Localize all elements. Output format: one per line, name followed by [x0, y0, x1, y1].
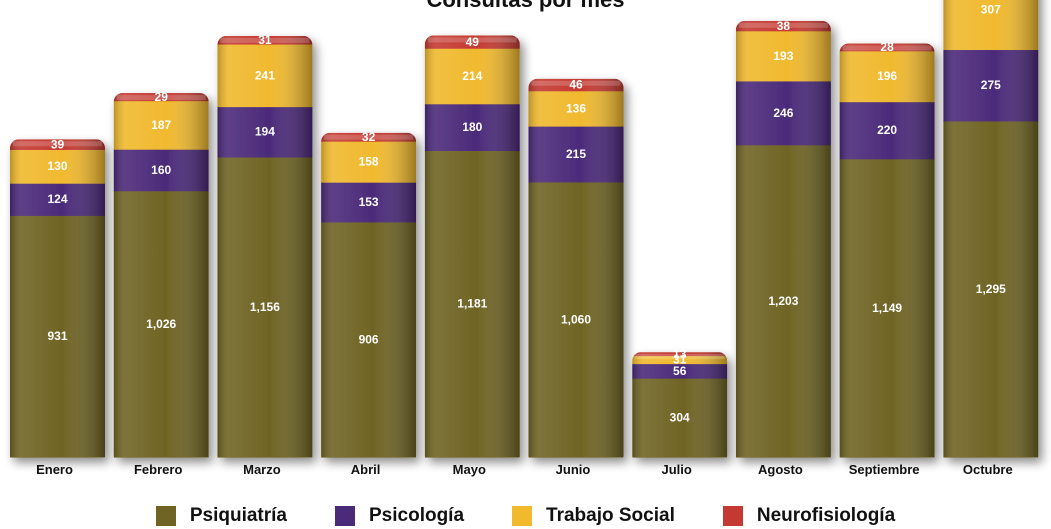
bar-stack-febrero	[113, 93, 209, 458]
legend-swatch-trabajo-social	[512, 506, 533, 526]
bar-shading	[839, 43, 935, 457]
x-tick-label-mayo: Mayo	[453, 462, 486, 477]
data-label-trabajo-social-febrero: 187	[151, 118, 171, 132]
bar-shading	[113, 93, 209, 457]
x-tick-label-agosto: Agosto	[758, 462, 803, 477]
data-label-psicologia-julio: 56	[673, 364, 687, 378]
x-tick-label-enero: Enero	[36, 462, 73, 477]
bar-shading	[943, 0, 1039, 458]
bar-stack-octubre	[943, 0, 1039, 458]
legend-label-psiquiatria: Psiquiatría	[189, 505, 287, 526]
legend-label-psicologia: Psicología	[369, 505, 465, 526]
data-label-psicologia-junio: 215	[566, 147, 586, 161]
bar-top-highlight	[427, 37, 517, 43]
stacked-bar-chart: 931 124 130 39 Enero 1,026 160 187 29 Febrero 1,15…	[10, 0, 1039, 477]
data-label-psiquiatria-agosto: 1,203	[768, 294, 798, 308]
bar-top-highlight	[116, 95, 206, 101]
data-label-psicologia-marzo: 194	[255, 125, 275, 139]
legend-swatch-psicologia	[335, 506, 355, 526]
legend-swatch-neurofisiologia	[722, 506, 743, 526]
bar-top-highlight	[738, 22, 828, 28]
data-label-trabajo-social-julio: 31	[673, 353, 687, 367]
bar-top-highlight	[531, 80, 621, 86]
data-label-neurofisiologia-julio: 13	[673, 347, 687, 361]
bar-shading	[321, 132, 417, 458]
legend: Psiquiatría Psicología Trabajo Social Neuro…	[0, 503, 1051, 529]
bar-top-highlight	[220, 37, 310, 43]
data-label-psiquiatria-abril: 906	[359, 332, 379, 346]
bar-shading	[528, 78, 624, 457]
data-label-trabajo-social-mayo: 214	[462, 69, 482, 83]
data-label-psiquiatria-febrero: 1,026	[146, 317, 176, 331]
bar-shading	[632, 352, 728, 457]
bar-top-highlight	[842, 45, 932, 51]
x-tick-label-febrero: Febrero	[134, 462, 182, 477]
bar-stack-septiembre	[839, 43, 935, 458]
data-label-psicologia-mayo: 180	[462, 120, 482, 134]
data-label-psicologia-febrero: 160	[151, 163, 171, 177]
bar-top-highlight	[324, 134, 414, 140]
data-label-psiquiatria-mayo: 1,181	[457, 297, 487, 311]
data-label-psicologia-octubre: 275	[981, 78, 1001, 92]
data-label-neurofisiologia-septiembre: 28	[880, 40, 894, 54]
bar-stack-julio	[632, 352, 728, 458]
data-label-psiquiatria-enero: 931	[47, 329, 67, 343]
data-label-psiquiatria-julio: 304	[670, 411, 690, 425]
data-label-neurofisiologia-mayo: 49	[466, 35, 480, 49]
data-label-trabajo-social-octubre: 307	[981, 3, 1001, 17]
data-label-psiquiatria-octubre: 1,295	[976, 282, 1006, 296]
bar-top-highlight	[13, 141, 102, 147]
data-label-neurofisiologia-enero: 39	[51, 137, 65, 151]
bar-shading	[735, 20, 831, 457]
bar-top-highlight	[635, 354, 725, 360]
x-tick-label-octubre: Octubre	[963, 462, 1013, 477]
chart-title: Consultas por mes	[0, 0, 1051, 13]
bar-stack-abril	[321, 132, 417, 458]
x-tick-label-marzo: Marzo	[243, 462, 281, 477]
data-label-trabajo-social-enero: 130	[47, 159, 67, 173]
bar-shading	[10, 139, 105, 457]
data-label-psicologia-abril: 153	[359, 195, 379, 209]
bar-stack-mayo	[424, 35, 520, 458]
legend-item-neurofisiologia: Neurofisiología	[722, 505, 896, 527]
x-tick-label-septiembre: Septiembre	[849, 462, 920, 477]
bar-shading	[424, 35, 520, 457]
data-label-neurofisiologia-agosto: 38	[777, 19, 791, 33]
data-label-trabajo-social-agosto: 193	[773, 49, 793, 63]
bar-stack-enero	[10, 139, 105, 458]
legend-label-trabajo-social: Trabajo Social	[546, 505, 675, 526]
bar-shading	[217, 35, 313, 457]
x-tick-label-junio: Junio	[556, 462, 591, 477]
data-label-neurofisiologia-marzo: 31	[258, 33, 272, 47]
legend-swatch-psiquiatria	[155, 506, 176, 526]
data-label-psicologia-agosto: 246	[773, 106, 793, 120]
bar-stack-junio	[528, 78, 624, 458]
data-label-psiquiatria-junio: 1,060	[561, 312, 591, 326]
bar-stack-marzo	[217, 35, 313, 458]
data-label-trabajo-social-septiembre: 196	[877, 69, 897, 83]
data-label-neurofisiologia-febrero: 29	[155, 90, 169, 104]
bar-stack-agosto	[735, 20, 831, 458]
data-label-psicologia-septiembre: 220	[877, 123, 897, 137]
data-label-trabajo-social-junio: 136	[566, 101, 586, 115]
data-label-neurofisiologia-junio: 46	[569, 78, 583, 92]
legend-item-trabajo-social: Trabajo Social	[512, 505, 675, 527]
data-label-trabajo-social-marzo: 241	[255, 68, 275, 82]
legend-label-neurofisiologia: Neurofisiología	[756, 505, 896, 526]
x-tick-label-julio: Julio	[662, 462, 692, 477]
legend-item-psicologia: Psicología	[335, 505, 464, 527]
legend-item-psiquiatria: Psiquiatría	[155, 505, 287, 527]
data-label-psicologia-enero: 124	[47, 192, 67, 206]
data-label-psiquiatria-marzo: 1,156	[250, 300, 280, 314]
data-label-psiquiatria-septiembre: 1,149	[872, 301, 902, 315]
data-label-neurofisiologia-abril: 32	[362, 130, 376, 144]
x-tick-label-abril: Abril	[351, 462, 381, 477]
data-label-trabajo-social-abril: 158	[359, 155, 379, 169]
